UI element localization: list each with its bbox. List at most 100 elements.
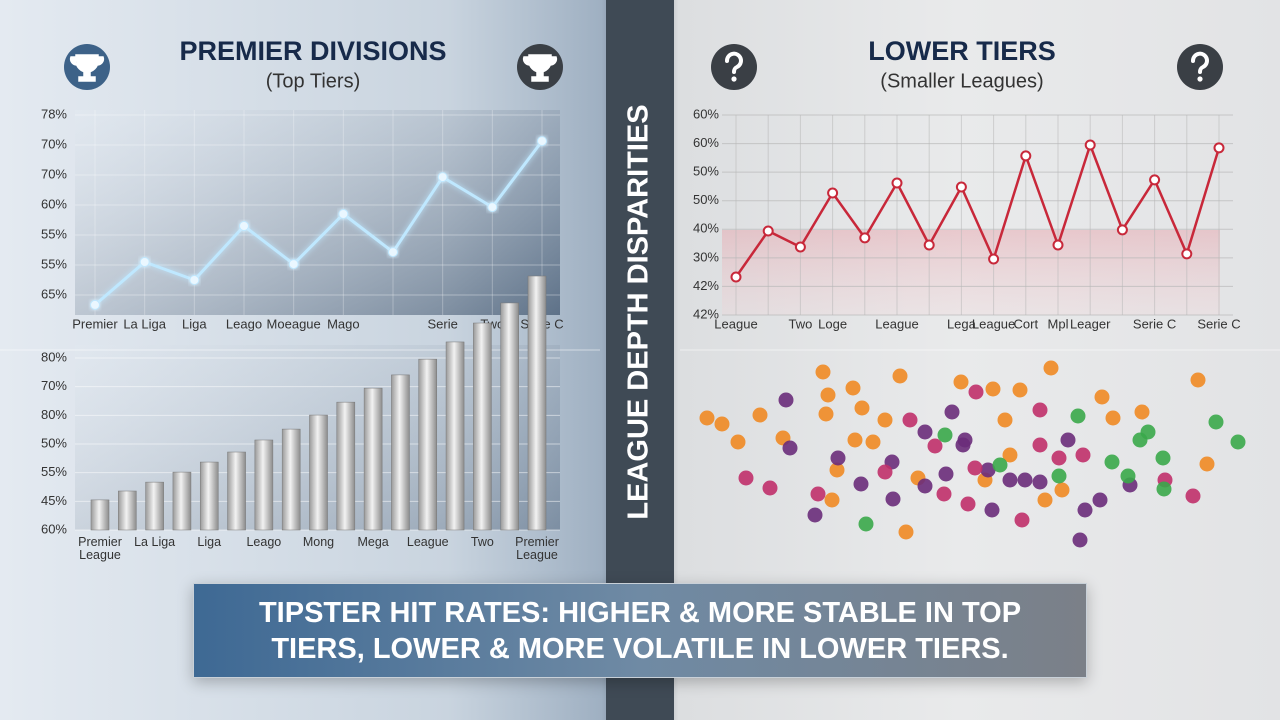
side-label: LEAGUE DEPTH DISPARITIES [623,104,655,519]
x-tick-label: Serie C [1133,316,1176,331]
dot [985,381,1001,397]
point [762,225,774,237]
point [239,221,249,231]
point [1213,142,1225,154]
bar [445,341,465,531]
dot [829,462,845,478]
dot [845,380,861,396]
question-icon [1177,44,1223,90]
y-tick-label: 60% [41,521,67,536]
dot [892,368,908,384]
dot [782,440,798,456]
trophy-icon [517,44,563,90]
point [1084,139,1096,151]
dot [967,460,983,476]
y-tick-label: 70% [41,136,67,151]
bar [172,471,192,531]
y-tick-label: 45% [41,493,67,508]
point [794,241,806,253]
y-tick-label: 80% [41,407,67,422]
point [487,202,498,213]
dot [1037,492,1053,508]
bar [527,275,547,531]
dot [820,387,836,403]
x-tick-label: La Liga [123,316,166,331]
point [730,271,742,283]
bar [254,439,274,531]
point [1052,239,1064,251]
dot [1070,408,1086,424]
point [90,299,100,310]
dot [1075,447,1091,463]
y-tick-label: 42% [693,278,719,293]
dot [1230,434,1246,450]
dot [936,486,952,502]
line [94,140,544,307]
line [734,143,1221,278]
dot [778,392,794,408]
y-tick-label: 30% [693,249,719,264]
x-tick-label: Liga [182,316,207,331]
dot [762,480,778,496]
dot [1051,450,1067,466]
y-tick-label: 50% [693,192,719,207]
dot [1032,437,1048,453]
bar [309,414,328,531]
point [827,187,839,199]
dot [1002,447,1018,463]
x-tick-label: Liga [197,535,222,549]
x-tick-label: Mega [357,535,389,549]
bar [473,322,492,531]
point [189,275,200,285]
x-tick-label: Mago [327,316,360,331]
dot [865,434,881,450]
dot [1134,404,1150,420]
dot [1120,468,1136,484]
dot [1092,492,1108,508]
x-tick-label: Lega [947,316,977,331]
y-tick-label: 78% [41,106,67,121]
question-icon [711,44,757,90]
x-tick-label: Two [788,316,812,331]
dot [1208,414,1224,430]
dot [955,437,971,453]
dot [752,407,768,423]
dot [1072,532,1088,548]
dot [1032,402,1048,418]
point [891,177,903,189]
dot [1002,472,1018,488]
dot [1017,472,1033,488]
panel [75,110,560,315]
point [1149,174,1161,186]
y-tick-label: 60% [693,135,719,150]
point [955,181,967,193]
x-tick-label: Cort [1014,316,1039,331]
dot [1077,502,1093,518]
bar [336,401,356,531]
dot [917,478,933,494]
x-tick-label: Leago [226,316,262,331]
y-tick-label: 60% [41,196,67,211]
dot [818,406,834,422]
dot [807,507,823,523]
bar [145,481,164,531]
y-tick-label: 55% [41,464,67,479]
y-tick-label: 55% [41,226,67,241]
dot [1054,482,1070,498]
y-tick-label: 70% [41,166,67,181]
y-tick-label: 50% [693,164,719,179]
point [288,259,299,270]
dot [1012,382,1028,398]
dot [1156,481,1172,497]
point [859,232,871,244]
dot [815,364,831,380]
x-tick-label: Mpl [1048,316,1069,331]
x-tick-label: Premier League [515,535,559,562]
bar [391,374,410,531]
x-tick-label: Two [470,535,494,549]
dot [730,434,746,450]
point [139,257,150,267]
dot [738,470,754,486]
